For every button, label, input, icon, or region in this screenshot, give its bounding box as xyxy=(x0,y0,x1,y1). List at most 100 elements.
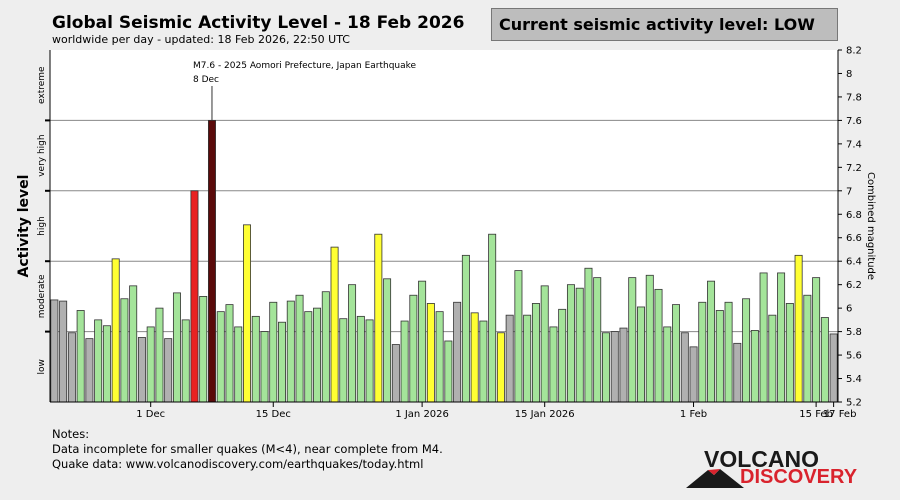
bar-day-22 xyxy=(234,326,243,403)
bar-day-46 xyxy=(444,340,453,403)
bar-day-36 xyxy=(356,315,365,403)
right-tick-label: 6.6 xyxy=(846,233,862,244)
bar-day-63 xyxy=(593,277,602,403)
x-tick-label: 1 Dec xyxy=(136,409,165,420)
bar-day-30 xyxy=(304,311,313,403)
bar-day-67 xyxy=(628,277,637,403)
right-tick-label: 6.8 xyxy=(846,210,862,221)
chart-subtitle: worldwide per day - updated: 18 Feb 2026… xyxy=(52,33,350,46)
right-tick-label: 7 xyxy=(846,186,852,197)
bar-day-66 xyxy=(619,327,628,403)
right-tick-label: 5.6 xyxy=(846,351,862,362)
level-label-moderate: moderate xyxy=(37,274,47,318)
bar-day-89 xyxy=(820,317,829,403)
notes-heading: Notes: xyxy=(52,427,90,441)
bar-day-78 xyxy=(724,301,733,403)
x-tick-label: 15 Jan 2026 xyxy=(515,409,575,420)
bar-day-41 xyxy=(400,320,409,403)
bar-day-6 xyxy=(94,319,103,403)
x-tick-label: 17 Feb xyxy=(823,409,857,420)
bar-day-18 xyxy=(199,295,208,403)
x-tick-label: 1 Feb xyxy=(680,409,707,420)
annotation-date: 8 Dec xyxy=(193,75,219,85)
bar-day-39 xyxy=(383,278,392,403)
bar-day-79 xyxy=(733,342,742,403)
bar-day-76 xyxy=(707,280,716,403)
bar-day-42 xyxy=(409,294,418,403)
logo-text-volcano: VOLCANO xyxy=(704,446,819,472)
bar-day-32 xyxy=(321,291,330,403)
x-tick-label: 15 Dec xyxy=(256,409,291,420)
logo-text-discovery: DISCOVERY xyxy=(740,466,858,488)
x-tick-label: 15 Feb xyxy=(799,409,833,420)
right-axis-title: Combined magnitude xyxy=(865,172,876,280)
bar-day-33 xyxy=(330,246,339,403)
bar-day-59 xyxy=(558,308,567,403)
bar-day-24 xyxy=(251,315,260,403)
right-tick-label: 6 xyxy=(846,304,852,315)
bar-day-16 xyxy=(181,319,190,403)
level-label-very-high: very high xyxy=(37,134,47,176)
bar-day-23 xyxy=(243,224,251,403)
left-axis-title: Activity level xyxy=(16,175,32,278)
bar-day-21 xyxy=(225,304,234,403)
bar-day-58 xyxy=(549,326,558,403)
bar-day-86 xyxy=(794,254,803,403)
bar-day-10 xyxy=(129,285,138,403)
axis-layer: 5.2 5.4 5.6 5.8 6 6.2 6.4 6.6 6.8 7 7.2 7.4 7.6 7.8 8 8… xyxy=(16,46,876,421)
bar-day-8 xyxy=(111,258,120,403)
right-tick-label: 7.8 xyxy=(846,92,862,103)
bar-day-17 xyxy=(190,190,199,403)
bar-day-43 xyxy=(418,280,427,403)
bar-day-81 xyxy=(750,330,759,403)
bar-day-87 xyxy=(803,294,812,403)
bar-day-4 xyxy=(76,310,85,403)
bar-day-69 xyxy=(645,274,654,403)
bar-day-53 xyxy=(505,314,514,403)
right-tick-label: 6.2 xyxy=(846,280,862,291)
bar-day-9 xyxy=(120,298,129,403)
bar-day-40 xyxy=(391,344,400,403)
annotation-label: M7.6 - 2025 Aomori Prefecture, Japan Ear… xyxy=(193,61,417,71)
grid-layer xyxy=(50,50,838,402)
bar-day-26 xyxy=(269,301,278,403)
bar-day-56 xyxy=(531,303,540,403)
bar-day-73 xyxy=(680,332,689,403)
bar-day-82 xyxy=(759,272,768,403)
bar-day-74 xyxy=(689,346,698,403)
level-label-low: low xyxy=(37,359,47,374)
right-tick-label: 5.4 xyxy=(846,374,862,385)
volcano-mountain-icon xyxy=(686,469,744,488)
bar-day-38 xyxy=(374,233,383,403)
plot-area xyxy=(50,50,838,402)
bar-day-64 xyxy=(602,332,610,403)
bar-day-72 xyxy=(672,304,681,403)
bar-day-57 xyxy=(540,285,549,403)
bar-day-29 xyxy=(295,294,304,403)
bar-day-44 xyxy=(426,303,435,403)
right-tick-label: 7.2 xyxy=(846,163,862,174)
bar-day-1 xyxy=(50,299,59,403)
bar-day-12 xyxy=(146,326,155,403)
x-tick-label: 1 Jan 2026 xyxy=(395,409,449,420)
bar-day-65 xyxy=(610,331,619,403)
bar-day-28 xyxy=(286,300,295,403)
bar-day-90 xyxy=(829,333,838,403)
bar-day-2 xyxy=(59,300,68,403)
bar-day-45 xyxy=(435,311,444,403)
bar-day-75 xyxy=(698,301,707,403)
chart-title: Global Seismic Activity Level - 18 Feb 2… xyxy=(52,13,465,33)
bar-day-88 xyxy=(812,277,821,403)
current-level-box: Current seismic activity level: LOW xyxy=(491,8,838,41)
bar-day-15 xyxy=(172,292,181,403)
right-tick-label: 7.6 xyxy=(846,116,862,127)
bar-day-27 xyxy=(278,321,287,403)
right-tick-label: 8 xyxy=(846,69,852,80)
bars-layer xyxy=(50,120,838,403)
bar-day-19 xyxy=(207,120,216,403)
right-tick-label: 8.2 xyxy=(846,46,862,57)
notes: Notes: Data incomplete for smaller quake… xyxy=(52,427,443,472)
volcanodiscovery-logo[interactable]: VOLCANO DISCOVERY xyxy=(686,446,858,490)
right-tick-label: 6.4 xyxy=(846,257,862,268)
